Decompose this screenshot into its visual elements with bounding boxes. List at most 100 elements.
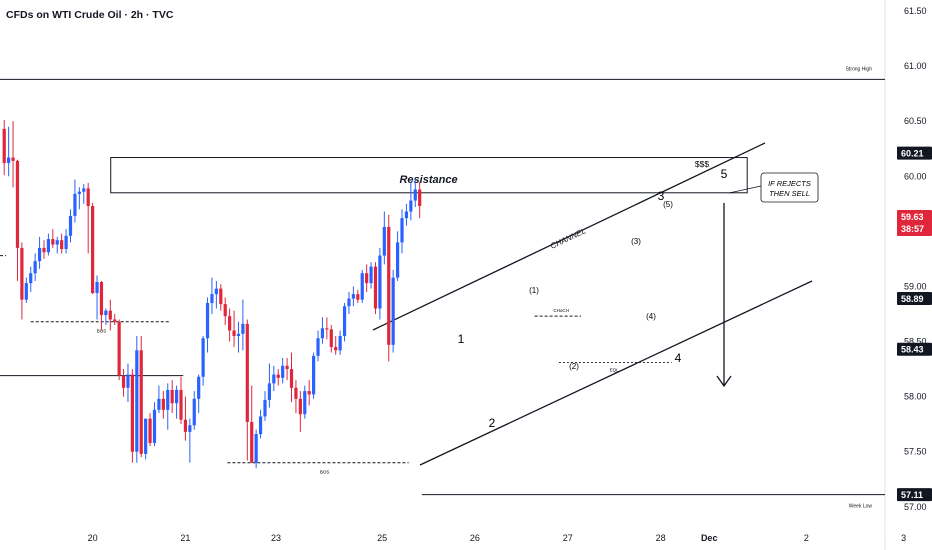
candle-body	[161, 398, 165, 410]
candle-body	[250, 421, 254, 463]
bos-label-1: BOS	[97, 329, 107, 334]
candle-body	[11, 157, 15, 161]
candle-body	[77, 191, 81, 194]
candle-body	[51, 239, 55, 245]
candle-body	[219, 288, 223, 305]
candle-body	[351, 294, 355, 299]
y-tick-label: 57.50	[904, 447, 927, 457]
candle-body	[342, 306, 347, 337]
candle-body	[29, 273, 33, 284]
wave-3: 3	[658, 189, 665, 203]
bos-label-2: BOS	[320, 470, 330, 475]
price-tag	[897, 342, 932, 356]
candle-body	[174, 390, 179, 404]
x-tick-label: Dec	[701, 533, 718, 543]
candle-body	[117, 321, 121, 376]
y-tick-label: 61.00	[904, 61, 927, 71]
candle-body	[356, 294, 360, 300]
candle-body	[183, 419, 188, 432]
candle-body	[7, 157, 11, 164]
callout-line-2: THEN SELL	[769, 189, 810, 198]
candle-body	[95, 282, 99, 294]
candle-body	[228, 316, 232, 331]
candle-body	[263, 399, 267, 417]
x-tick-label: 23	[271, 533, 281, 543]
candle-body	[258, 416, 263, 435]
candle-body	[382, 226, 386, 256]
x-tick-label: 26	[470, 533, 480, 543]
price-tag-value: 59.63	[901, 212, 924, 222]
callout-box	[760, 172, 819, 203]
candle-body	[241, 323, 245, 334]
candle-body	[360, 273, 364, 300]
candle-body	[369, 266, 373, 284]
candle-body	[298, 398, 302, 415]
price-scale-bg	[885, 0, 932, 550]
candle-body	[46, 239, 51, 253]
candle-body	[276, 374, 280, 378]
candle-body	[294, 387, 298, 399]
candle-body	[55, 240, 59, 245]
y-tick-label: 61.50	[904, 6, 927, 16]
subwave-1: (1)	[529, 286, 539, 295]
candle-body	[15, 160, 20, 248]
candle-body	[223, 304, 227, 317]
candle-body	[272, 374, 276, 384]
candle-body	[205, 302, 210, 339]
candle-body	[64, 235, 68, 249]
sell-arrow-head	[716, 375, 732, 388]
subwave-3: (3)	[631, 237, 641, 246]
week-low-label: Week Low	[849, 504, 873, 510]
candle-body	[135, 350, 139, 452]
price-tag	[897, 488, 932, 502]
candle-body	[334, 347, 338, 351]
candle-body	[285, 365, 289, 370]
price-tag-value: 58.89	[901, 294, 924, 304]
candle-body	[139, 350, 143, 454]
candle-body	[99, 282, 104, 316]
candle-body	[42, 247, 46, 253]
y-tick-label: 59.00	[904, 281, 927, 291]
candle-body	[2, 128, 6, 164]
subwave-4: (4)	[646, 312, 656, 321]
price-tag-countdown: 38:57	[901, 224, 924, 234]
price-tag-value: 57.11	[901, 490, 923, 500]
candle-body	[289, 369, 294, 388]
candle-body	[86, 188, 90, 207]
candle-body	[267, 383, 272, 400]
candle-body	[404, 211, 409, 219]
candle-body	[179, 390, 183, 420]
candle-body	[281, 365, 285, 378]
candle-body	[188, 425, 192, 432]
candle-body	[170, 390, 174, 404]
candle-body	[214, 288, 218, 295]
candle-body	[391, 277, 395, 345]
candle-body	[413, 189, 417, 201]
price-tag-value: 58.43	[901, 345, 924, 355]
choch-label: CHoCH	[553, 308, 569, 313]
x-tick-label: 21	[180, 533, 190, 543]
candle-body	[325, 328, 329, 330]
wave-2: 2	[489, 416, 496, 430]
candle-body	[148, 418, 152, 443]
candle-body	[347, 298, 351, 307]
candle-body	[24, 283, 28, 300]
candle-body	[144, 418, 148, 454]
price-tag	[897, 210, 932, 237]
callout-pointer	[728, 185, 762, 194]
price-tag	[897, 292, 932, 306]
candle-body	[104, 310, 108, 316]
candle-body	[312, 355, 316, 395]
candle-body	[254, 434, 258, 463]
y-tick-label: 60.50	[904, 116, 927, 126]
wave-5: 5	[721, 167, 728, 181]
channel-label: CHANNEL	[549, 226, 587, 251]
candle-body	[68, 215, 73, 236]
candle-body	[60, 240, 64, 249]
candle-body	[201, 338, 205, 377]
candle-body	[73, 193, 77, 216]
wave-4: 4	[675, 351, 682, 365]
y-tick-label: 58.50	[904, 337, 927, 347]
candle-body	[108, 310, 112, 320]
